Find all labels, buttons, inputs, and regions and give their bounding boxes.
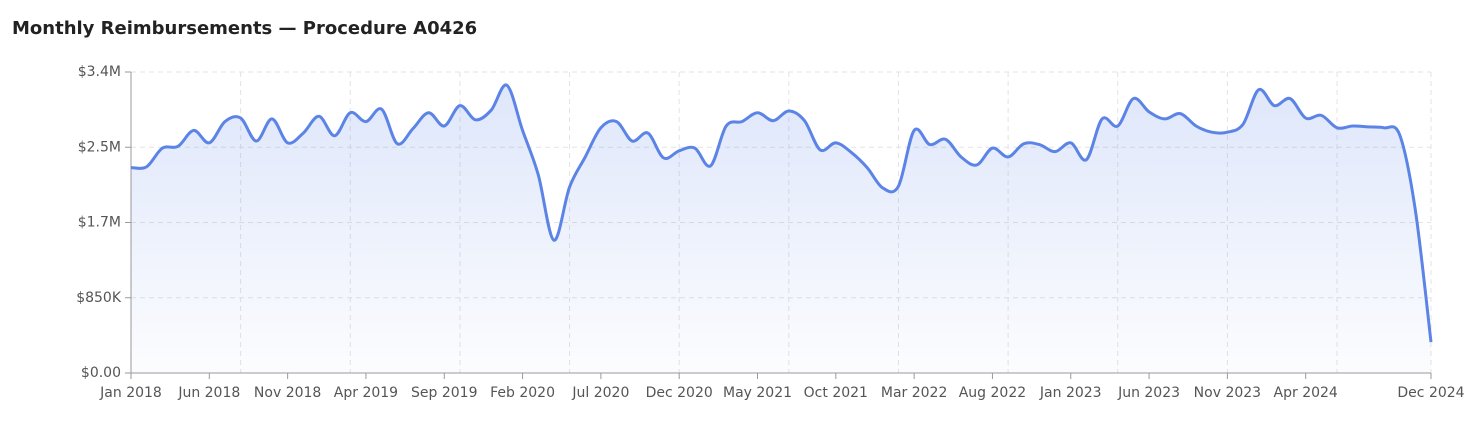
x-tick-label: May 2021 [723, 385, 792, 401]
y-tick-label: $3.4M [78, 64, 121, 80]
x-tick-label: Feb 2020 [490, 385, 555, 401]
x-tick-label: Jan 2023 [1039, 385, 1102, 401]
x-tick-label: Apr 2024 [1274, 385, 1338, 401]
x-tick-label: Aug 2022 [959, 385, 1026, 401]
y-tick-label: $0.00 [81, 365, 121, 381]
line [130, 83, 1433, 343]
chart-title: Monthly Reimbursements — Procedure A0426 [12, 18, 477, 39]
x-tick-label: Sep 2019 [411, 385, 477, 401]
x-tick-label: Jun 2018 [177, 385, 240, 401]
area [131, 84, 1431, 373]
x-tick-label: Nov 2018 [254, 385, 321, 401]
x-tick-label: Jun 2023 [1117, 385, 1180, 401]
y-tick-label: $2.5M [78, 139, 121, 155]
x-tick-label: Nov 2023 [1194, 385, 1261, 401]
x-tick-label: Jan 2018 [99, 385, 162, 401]
x-tick-label: Jul 2020 [571, 385, 629, 401]
x-tick-label: Dec 2020 [646, 385, 713, 401]
x-tick-label: Dec 2024 [1397, 385, 1464, 401]
x-tick-label: Oct 2021 [804, 385, 868, 401]
y-tick-label: $1.7M [78, 215, 121, 231]
x-tick-label: Apr 2019 [334, 385, 398, 401]
y-tick-label: $850K [76, 290, 122, 306]
x-tick-label: Mar 2022 [881, 385, 948, 401]
